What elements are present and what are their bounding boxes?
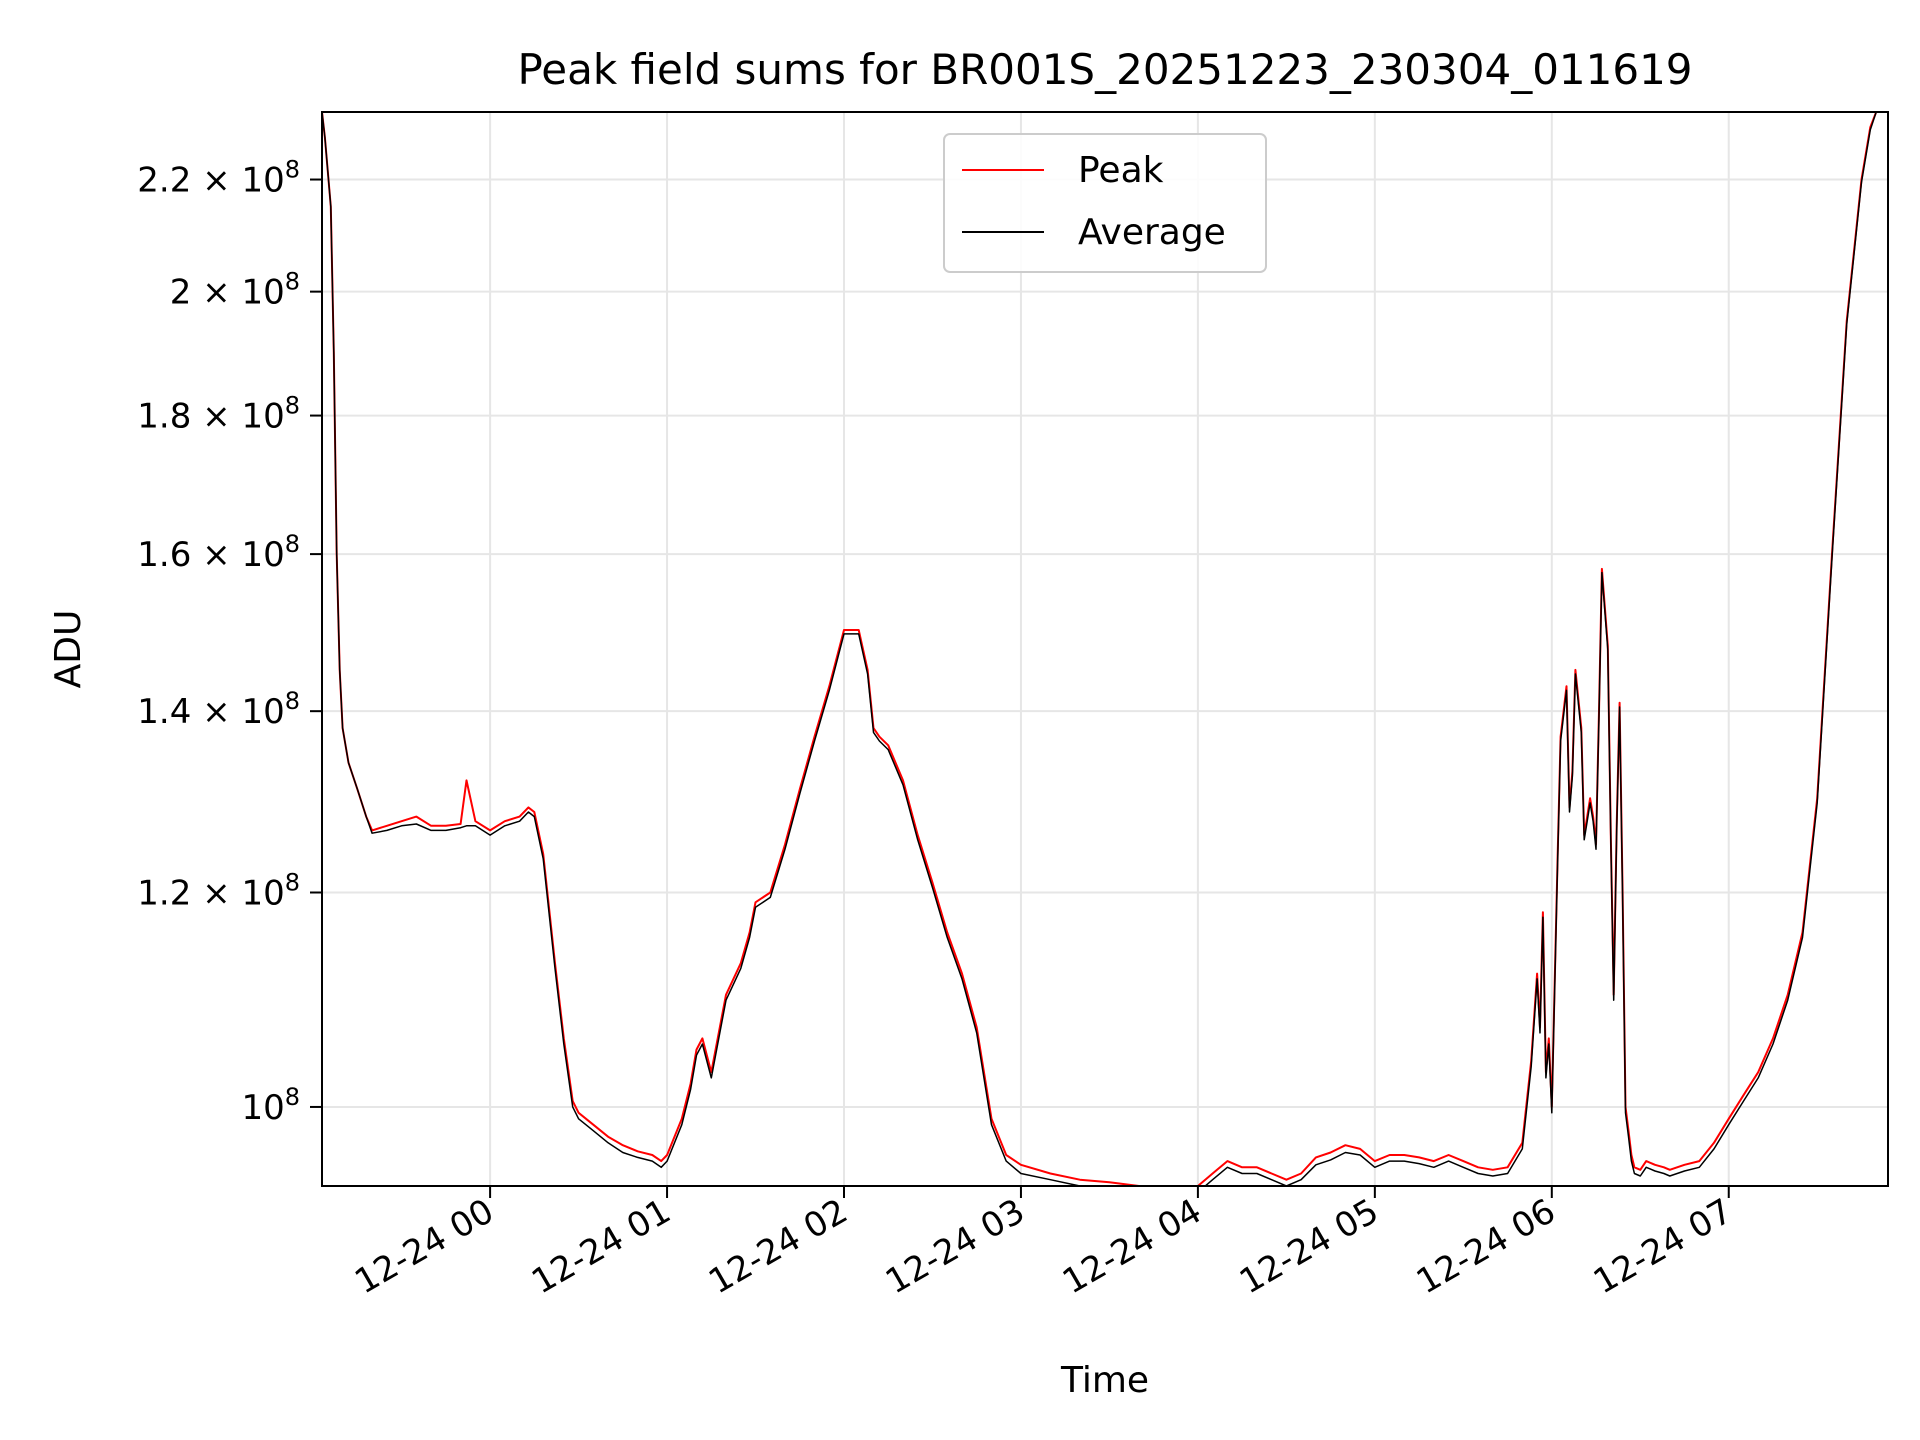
y-tick-label: 1.2 × 108 <box>137 868 300 913</box>
legend-box <box>943 133 1267 273</box>
y-axis-label: ADU <box>48 610 89 689</box>
series-layer <box>322 112 1878 1186</box>
y-tick-label: 2 × 108 <box>170 268 300 313</box>
x-axis-label: Time <box>1060 1360 1149 1401</box>
y-tick-label: 1.4 × 108 <box>137 687 300 732</box>
y-axis: 108 1.2 × 108 1.4 × 108 1.6 × 108 1.8 × 108 2… <box>137 156 322 1128</box>
y-tick-label: 108 <box>241 1083 300 1128</box>
legend-average-label: Average <box>1078 212 1226 253</box>
y-tick-label: 1.8 × 108 <box>137 392 300 437</box>
plot-background <box>322 112 1888 1186</box>
chart-title: Peak field sums for BR001S_20251223_2303… <box>517 45 1692 94</box>
plot-area <box>321 111 1889 1187</box>
y-tick-label: 2.2 × 108 <box>137 156 300 201</box>
y-tick-label: 1.6 × 108 <box>137 530 300 575</box>
series-line-average <box>322 112 1877 1186</box>
legend-peak-label: Peak <box>1078 150 1164 191</box>
plot-frame <box>321 111 1889 1187</box>
legend: Peak Average <box>943 133 1267 273</box>
